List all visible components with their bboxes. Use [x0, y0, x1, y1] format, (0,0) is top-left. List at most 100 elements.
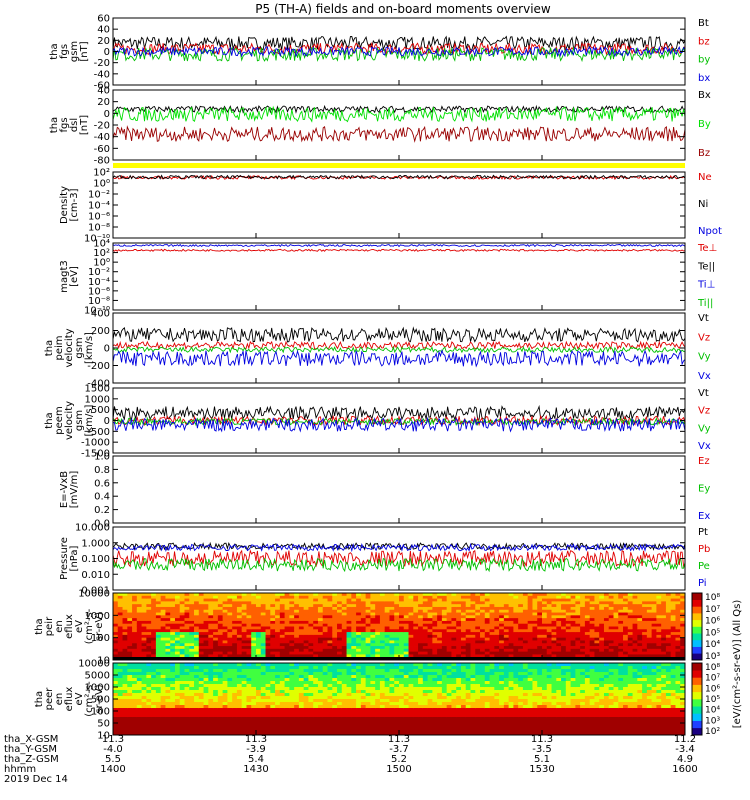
- spec-cell: [227, 598, 233, 602]
- spec-cell: [198, 708, 204, 712]
- spec-cell: [546, 593, 552, 597]
- spec-cell: [208, 693, 214, 697]
- spec-cell: [194, 714, 200, 718]
- spec-cell: [174, 629, 181, 633]
- spec-cell: [298, 651, 305, 655]
- spec-cell: [408, 678, 414, 682]
- spec-cell: [432, 729, 438, 733]
- spec-cell: [122, 672, 128, 676]
- spec-cell: [618, 632, 624, 636]
- spec-cell: [265, 604, 271, 608]
- spec-cell: [399, 606, 405, 611]
- spec-cell: [623, 593, 629, 597]
- spec-cell: [174, 708, 181, 712]
- spec-cell: [337, 601, 343, 605]
- spec-cell: [413, 609, 419, 613]
- panel-frame: [112, 455, 686, 524]
- spec-cell: [580, 595, 586, 599]
- spec-cell: [427, 714, 433, 718]
- spec-cell: [646, 604, 653, 608]
- spec-cell: [437, 615, 443, 619]
- y-tick-label: 10⁻¹⁰: [84, 306, 110, 317]
- spec-cell: [603, 629, 610, 633]
- spec-cell: [489, 632, 495, 636]
- spec-cell: [117, 723, 123, 727]
- spec-cell: [232, 717, 238, 721]
- spec-cell: [198, 643, 204, 647]
- spec-cell: [670, 612, 676, 616]
- spec-cell: [151, 643, 157, 647]
- spec-cell: [413, 663, 419, 667]
- spec-cell: [194, 626, 200, 630]
- spec-cell: [256, 604, 262, 608]
- spec-cell: [360, 601, 367, 605]
- series-Vt: [112, 326, 686, 343]
- spec-cell: [232, 593, 238, 597]
- y-tick-label: 500: [91, 405, 110, 416]
- spec-cell: [227, 714, 233, 718]
- spec-cell: [203, 623, 209, 627]
- spec-cell: [337, 632, 343, 636]
- spec-cell: [294, 637, 300, 641]
- spec-cell: [260, 640, 266, 644]
- spec-cell: [270, 632, 276, 636]
- spec-cell: [513, 626, 519, 630]
- spec-cell: [241, 615, 247, 619]
- spec-cell: [265, 681, 271, 685]
- spec-cell: [403, 708, 409, 712]
- spec-cell: [322, 593, 328, 597]
- spec-cell: [408, 595, 414, 599]
- spec-cell: [389, 640, 395, 644]
- spec-cell: [346, 669, 352, 673]
- spec-cell: [375, 612, 381, 616]
- spec-cell: [408, 711, 414, 715]
- spec-cell: [494, 632, 500, 636]
- spec-cell: [203, 648, 209, 653]
- spec-cell: [518, 629, 524, 633]
- spec-cell: [446, 708, 452, 712]
- spec-cell: [208, 646, 214, 650]
- spec-cell: [155, 675, 162, 679]
- spec-cell: [513, 651, 519, 655]
- spec-cell: [651, 606, 657, 611]
- spec-cell: [460, 663, 467, 667]
- spec-cell: [289, 593, 295, 597]
- spec-cell: [294, 651, 300, 655]
- spec-cell: [465, 699, 471, 703]
- spec-cell: [360, 672, 367, 676]
- spec-cell: [351, 640, 357, 644]
- spec-cell: [322, 681, 328, 685]
- spec-cell: [670, 606, 676, 611]
- spec-cell: [365, 606, 371, 611]
- y-tick-label: -1500: [81, 449, 110, 460]
- spec-cell: [422, 678, 428, 682]
- spec-cell: [294, 663, 300, 667]
- spec-cell: [222, 654, 228, 658]
- spec-cell: [599, 595, 605, 599]
- spec-cell: [155, 684, 162, 688]
- spec-cell: [532, 615, 538, 619]
- spec-cell: [446, 678, 452, 682]
- spec-cell: [389, 705, 395, 709]
- spec-cell: [132, 714, 138, 718]
- spec-cell: [379, 632, 386, 636]
- spec-cell: [356, 720, 362, 724]
- spec-cell: [208, 687, 214, 691]
- spec-cell: [117, 629, 123, 633]
- spec-cell: [599, 623, 605, 627]
- spec-cell: [194, 729, 200, 733]
- spec-cell: [251, 705, 257, 709]
- spec-cell: [303, 732, 309, 736]
- spec-cell: [251, 640, 257, 644]
- spec-cell: [499, 620, 505, 625]
- spec-cell: [613, 643, 619, 647]
- spec-cell: [174, 615, 181, 619]
- spec-cell: [151, 663, 157, 667]
- spec-cell: [403, 626, 409, 630]
- spec-cell: [337, 651, 343, 655]
- spec-cell: [337, 723, 343, 727]
- spec-cell: [232, 629, 238, 633]
- spec-cell: [132, 732, 138, 736]
- spec-cell: [303, 615, 309, 619]
- spec-cell: [513, 601, 519, 605]
